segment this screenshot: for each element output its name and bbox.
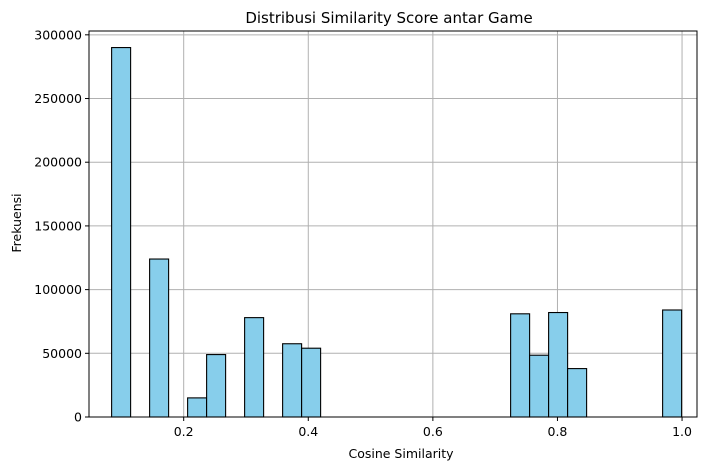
- y-tick-label-0: 0: [74, 410, 82, 425]
- x-tick-label-0: 0.2: [174, 424, 194, 439]
- x-tick-label-1: 0.4: [298, 424, 318, 439]
- plot-frame: [88, 30, 698, 418]
- histogram-bar-5: [282, 343, 303, 418]
- y-tick-label-5: 250000: [34, 91, 82, 106]
- x-tick-label-3: 0.8: [548, 424, 568, 439]
- histogram-bar-3: [206, 354, 227, 418]
- x-axis-ticks: 0.2 0.4 0.6 0.8 1.0: [174, 417, 692, 439]
- x-tick-label-4: 1.0: [672, 424, 692, 439]
- y-tick-label-2: 100000: [34, 282, 82, 297]
- histogram-bar-4: [244, 317, 265, 418]
- histogram-bar-7: [510, 313, 531, 418]
- y-axis-ticks: 0 50000 100000 150000 200000 250000 300000: [34, 27, 89, 425]
- histogram-bars: [111, 47, 683, 418]
- y-tick-label-3: 150000: [34, 218, 82, 233]
- chart-title: Distribusi Similarity Score antar Game: [245, 9, 532, 27]
- histogram-bar-0: [111, 47, 132, 418]
- x-tick-label-2: 0.6: [423, 424, 443, 439]
- histogram-bar-6: [301, 347, 322, 418]
- histogram-bar-9: [548, 311, 569, 418]
- y-tick-label-6: 300000: [34, 27, 82, 42]
- histogram-bar-11: [662, 309, 683, 418]
- histogram-bar-1: [149, 258, 170, 418]
- grid-lines: [89, 31, 697, 418]
- histogram-bar-8: [529, 354, 550, 418]
- y-axis-label: Frekuensi: [9, 193, 24, 252]
- y-tick-label-1: 50000: [42, 346, 82, 361]
- x-axis-label: Cosine Similarity: [348, 446, 454, 461]
- y-tick-label-4: 200000: [34, 155, 82, 170]
- histogram-bar-10: [567, 368, 588, 418]
- histogram-bar-2: [187, 397, 208, 418]
